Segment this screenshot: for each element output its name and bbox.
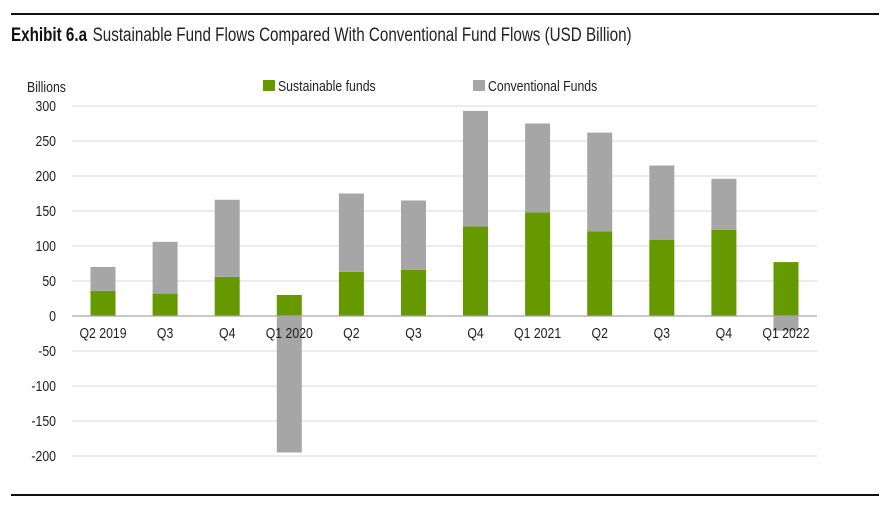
y-tick-labels: 300 250 200 150 100 50 0 -50 -100 -150 -200	[31, 98, 56, 464]
bar-sustainable	[214, 276, 240, 316]
x-tick-label: Q3	[405, 325, 422, 341]
bar-conventional	[463, 110, 488, 227]
y-tick-label: 250	[35, 133, 56, 149]
bar-sustainable	[649, 239, 675, 316]
x-tick-label: Q1 2021	[514, 325, 561, 341]
x-tick-label: Q4	[467, 325, 484, 341]
bar-conventional	[711, 178, 737, 230]
x-tick-label: Q2	[592, 325, 608, 341]
x-tick-label: Q4	[219, 325, 236, 341]
x-tick-label: Q1 2022	[762, 325, 809, 341]
y-axis-label: Billions	[27, 79, 66, 95]
x-tick-label: Q4	[716, 325, 733, 341]
y-tick-label: -150	[31, 413, 56, 429]
bar-conventional	[773, 316, 799, 331]
bar-conventional	[338, 193, 364, 272]
bar-sustainable	[90, 290, 116, 316]
bar-sustainable	[773, 262, 799, 316]
y-tick-label: 50	[42, 273, 56, 289]
bottom-rule	[11, 494, 879, 496]
y-tick-label: 150	[35, 203, 56, 219]
legend: Sustainable funds Conventional Funds	[263, 78, 597, 94]
y-tick-label: 200	[35, 168, 56, 184]
bar-conventional	[214, 199, 240, 277]
y-tick-label: 100	[35, 238, 56, 254]
exhibit-title: Sustainable Fund Flows Compared With Con…	[92, 25, 632, 46]
gridlines	[72, 105, 817, 457]
y-tick-label: 0	[49, 308, 56, 324]
bar-conventional	[587, 132, 613, 232]
bar-sustainable	[276, 295, 302, 316]
bar-conventional	[276, 316, 302, 453]
bar-sustainable	[587, 231, 613, 316]
bar-sustainable	[525, 212, 551, 316]
x-tick-label: Q3	[654, 325, 671, 341]
exhibit-label: Exhibit 6.a	[11, 25, 88, 46]
bar-conventional	[649, 165, 675, 240]
bar-sustainable	[152, 293, 178, 316]
bar-conventional	[401, 200, 426, 270]
bars	[90, 110, 799, 453]
chart-title: Exhibit 6.a Sustainable Fund Flows Compar…	[11, 25, 632, 47]
bar-conventional	[152, 241, 178, 294]
bar-conventional	[525, 123, 551, 213]
top-rule	[11, 13, 879, 15]
bar-sustainable	[711, 229, 737, 316]
bar-sustainable	[463, 226, 488, 316]
bar-sustainable	[401, 269, 426, 316]
legend-label-conventional: Conventional Funds	[488, 78, 597, 94]
bar-sustainable	[338, 271, 364, 316]
x-tick-label: Q2	[343, 325, 359, 341]
legend-label-sustainable: Sustainable funds	[278, 78, 376, 94]
y-tick-label: -50	[38, 343, 56, 359]
y-tick-label: -100	[31, 378, 56, 394]
x-tick-label: Q3	[157, 325, 174, 341]
legend-swatch-conventional	[473, 80, 485, 91]
legend-swatch-sustainable	[263, 80, 275, 91]
x-tick-labels: Q2 2019 Q3 Q4 Q1 2020 Q2 Q3 Q4 Q1 2021 Q2 Q3 Q4 Q1 …	[79, 325, 809, 341]
bar-conventional	[90, 267, 116, 291]
x-tick-label: Q1 2020	[266, 325, 313, 341]
y-tick-label: -200	[31, 448, 56, 464]
x-tick-label: Q2 2019	[79, 325, 126, 341]
y-tick-label: 300	[35, 98, 56, 114]
